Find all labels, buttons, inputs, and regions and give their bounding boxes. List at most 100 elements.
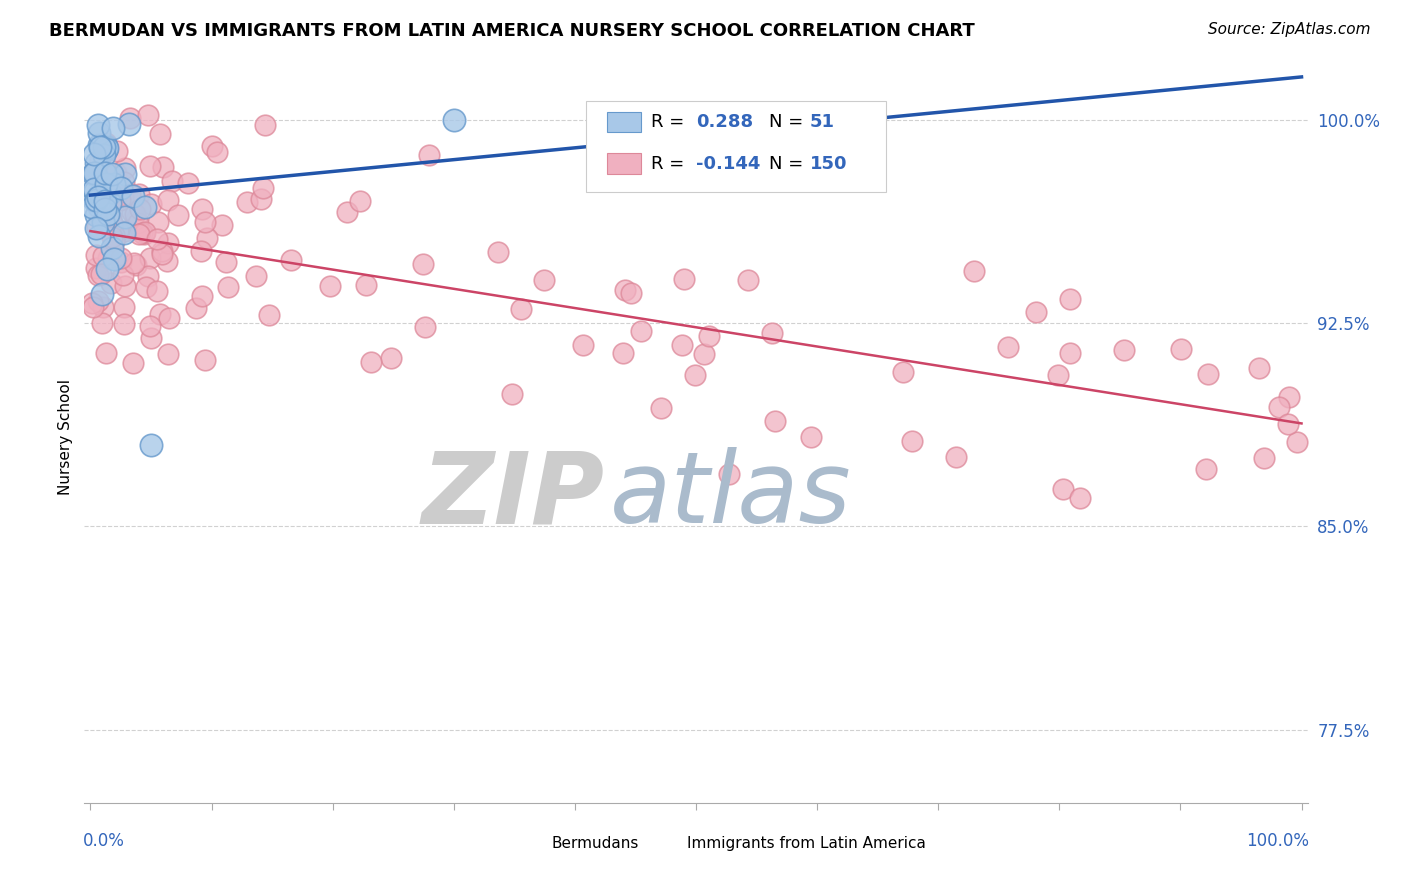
- Point: [613, 283, 636, 297]
- Point: [110, 181, 132, 195]
- Point: [80, 200, 103, 214]
- Point: [148, 215, 170, 229]
- Point: [128, 202, 150, 216]
- Point: [84, 156, 107, 170]
- Point: [250, 192, 273, 206]
- Point: [83, 194, 105, 208]
- Point: [96, 261, 118, 276]
- Point: [1277, 417, 1299, 432]
- Point: [91, 316, 114, 330]
- Point: [509, 301, 531, 316]
- Text: N =: N =: [769, 154, 810, 172]
- Point: [100, 210, 122, 224]
- Bar: [606, 112, 641, 132]
- Point: [963, 264, 986, 278]
- Point: [94, 139, 117, 153]
- Point: [860, 144, 883, 158]
- Point: [136, 108, 159, 122]
- Point: [217, 280, 239, 294]
- Point: [194, 352, 217, 367]
- Point: [1278, 390, 1301, 404]
- Point: [159, 310, 181, 325]
- Point: [120, 186, 142, 201]
- Text: Immigrants from Latin America: Immigrants from Latin America: [688, 837, 927, 851]
- Point: [118, 117, 141, 131]
- Point: [83, 165, 105, 179]
- Point: [89, 140, 111, 154]
- Point: [280, 252, 302, 267]
- Point: [84, 193, 107, 207]
- Point: [112, 268, 135, 282]
- Point: [83, 184, 105, 198]
- Point: [194, 215, 217, 229]
- Point: [1268, 400, 1291, 414]
- Point: [501, 386, 523, 401]
- Point: [107, 224, 129, 238]
- Point: [763, 414, 786, 428]
- Point: [112, 175, 135, 189]
- Point: [215, 255, 238, 269]
- Point: [1052, 482, 1074, 496]
- Point: [318, 278, 340, 293]
- Point: [84, 208, 107, 222]
- Point: [94, 136, 117, 150]
- Text: 0.0%: 0.0%: [83, 832, 125, 850]
- Text: BERMUDAN VS IMMIGRANTS FROM LATIN AMERICA NURSERY SCHOOL CORRELATION CHART: BERMUDAN VS IMMIGRANTS FROM LATIN AMERIC…: [49, 22, 974, 40]
- Point: [1253, 450, 1275, 465]
- Point: [177, 176, 200, 190]
- Point: [105, 145, 128, 159]
- Point: [157, 236, 180, 251]
- Point: [101, 230, 124, 244]
- Point: [112, 300, 135, 314]
- Point: [800, 430, 823, 444]
- Point: [671, 338, 693, 352]
- Text: 0.288: 0.288: [696, 112, 754, 131]
- Point: [186, 301, 208, 315]
- Point: [1025, 305, 1047, 319]
- Point: [1197, 367, 1219, 381]
- Point: [149, 128, 172, 142]
- Text: ZIP: ZIP: [422, 447, 605, 544]
- Point: [252, 181, 274, 195]
- Point: [125, 258, 148, 272]
- Point: [1059, 293, 1081, 307]
- Point: [336, 205, 359, 219]
- Point: [104, 166, 127, 180]
- Point: [128, 227, 150, 241]
- Point: [101, 241, 124, 255]
- Point: [138, 252, 160, 266]
- Point: [93, 215, 115, 229]
- Point: [486, 245, 509, 260]
- Point: [997, 340, 1019, 354]
- Point: [89, 153, 111, 167]
- Point: [166, 208, 188, 222]
- Point: [94, 166, 117, 180]
- Text: N =: N =: [769, 112, 810, 131]
- Point: [630, 325, 652, 339]
- Point: [103, 233, 125, 247]
- Point: [98, 186, 121, 200]
- Point: [86, 219, 108, 234]
- Point: [413, 320, 436, 334]
- Point: [93, 140, 115, 154]
- Point: [141, 196, 163, 211]
- Point: [612, 346, 634, 360]
- Text: R =: R =: [651, 112, 690, 131]
- Point: [96, 141, 118, 155]
- Point: [1046, 368, 1069, 383]
- Point: [135, 280, 157, 294]
- Point: [83, 147, 105, 161]
- Point: [114, 161, 136, 175]
- Point: [104, 189, 127, 203]
- Point: [354, 278, 377, 293]
- Point: [132, 227, 155, 242]
- Point: [84, 248, 107, 262]
- Point: [89, 193, 111, 207]
- Point: [673, 272, 696, 286]
- Point: [122, 256, 145, 270]
- Point: [236, 195, 259, 210]
- Point: [571, 338, 593, 352]
- Point: [91, 300, 114, 314]
- Point: [94, 194, 117, 209]
- Point: [717, 467, 740, 482]
